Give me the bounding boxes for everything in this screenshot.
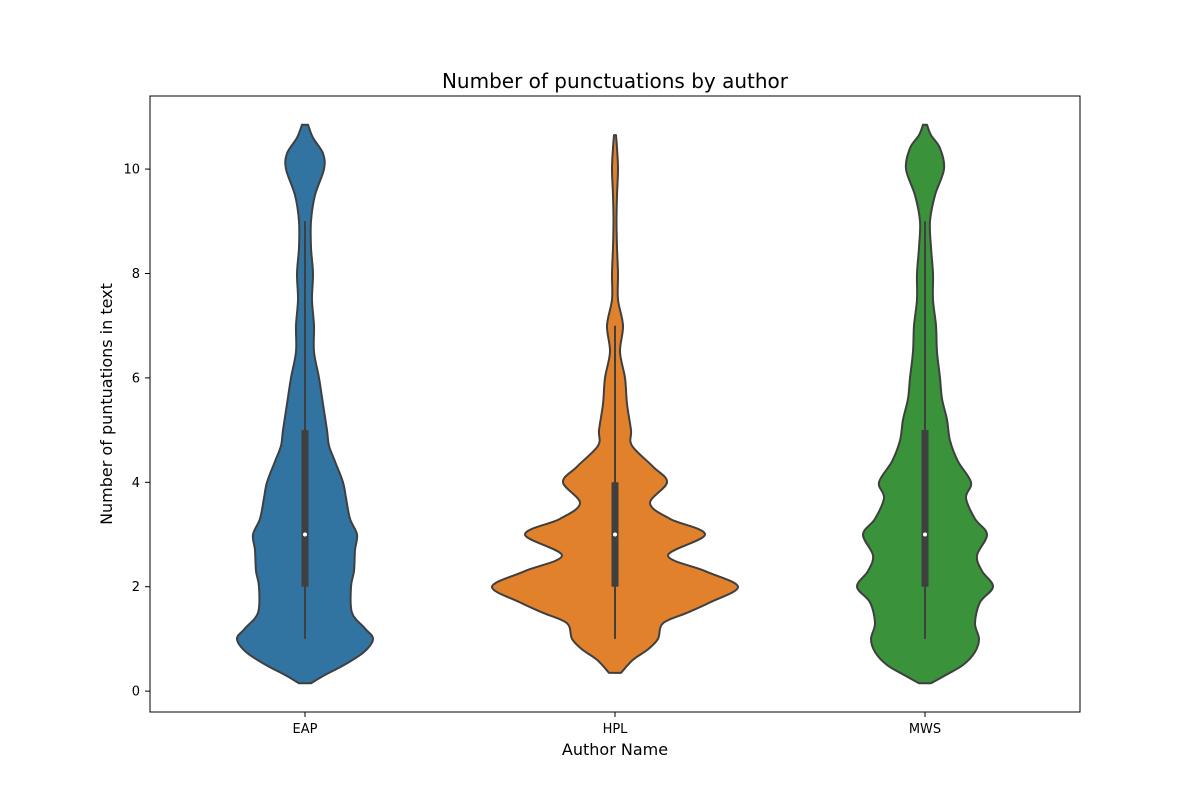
violin-iqr-box-eap: [301, 430, 309, 587]
x-tick-label-hpl: HPL: [603, 722, 629, 737]
violin-median-point-mws: [923, 532, 927, 537]
y-axis-title: Number of puntuations in text: [97, 283, 116, 525]
y-axis-ticks: 0 2 4 6 8 10: [123, 163, 150, 700]
y-tick-label: 2: [132, 580, 140, 595]
x-axis-title: Author Name: [562, 740, 668, 759]
violin-eap: [236, 123, 374, 685]
y-tick-label: 4: [132, 476, 140, 491]
violins-group: [236, 123, 994, 685]
violin-median-point-eap: [303, 532, 307, 537]
x-tick-label-eap: EAP: [293, 722, 318, 737]
x-axis-ticks: EAP HPL MWS: [293, 712, 941, 737]
y-tick-label: 6: [132, 371, 140, 386]
violin-mws: [856, 123, 994, 685]
violin-median-point-hpl: [613, 532, 617, 537]
violin-iqr-box-mws: [921, 430, 929, 587]
plot-frame: [149, 95, 1081, 713]
y-tick-label: 8: [132, 267, 140, 282]
y-tick-label: 10: [123, 163, 140, 178]
x-tick-label-mws: MWS: [909, 722, 941, 737]
y-tick-label: 0: [132, 685, 140, 700]
chart-title: Number of punctuations by author: [442, 69, 789, 93]
violin-hpl: [491, 134, 739, 674]
